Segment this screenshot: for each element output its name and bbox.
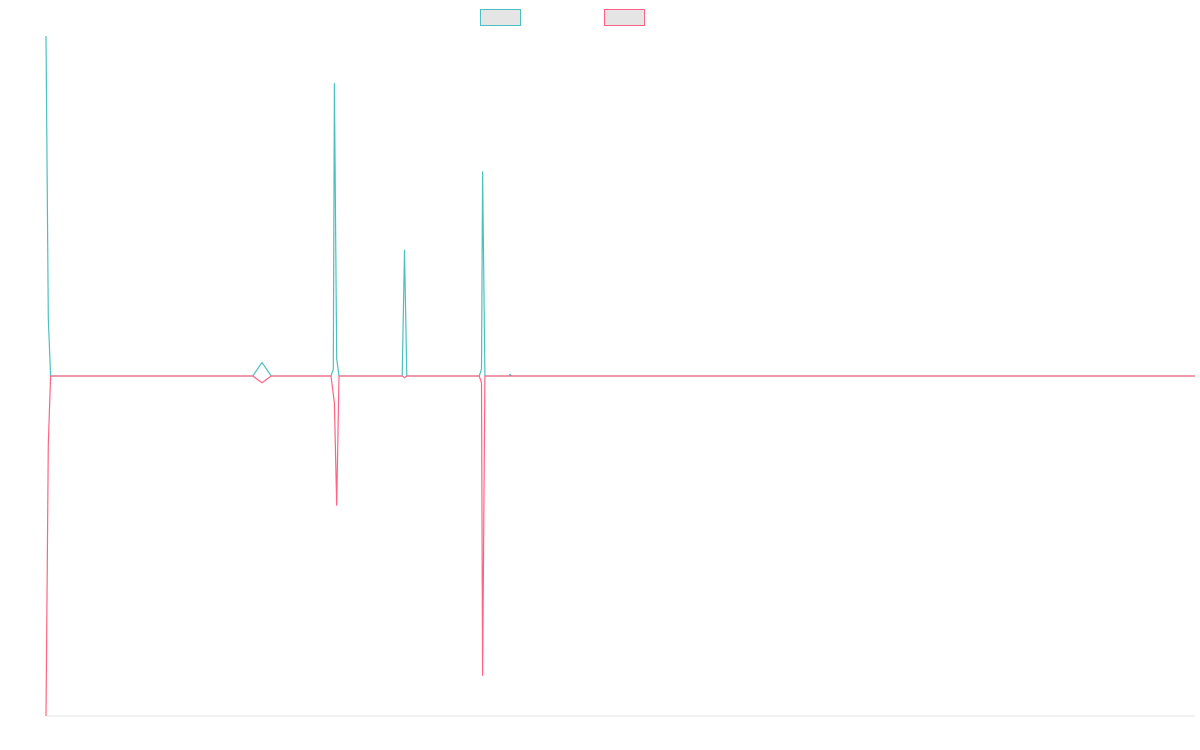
legend-swatch-2[interactable]: [604, 9, 645, 26]
legend-swatch-1[interactable]: [480, 9, 521, 26]
chart-legend: [480, 9, 645, 26]
plot-area: [45, 35, 1195, 717]
series-line-2: [45, 375, 1195, 717]
series-line-1: [45, 35, 1195, 377]
